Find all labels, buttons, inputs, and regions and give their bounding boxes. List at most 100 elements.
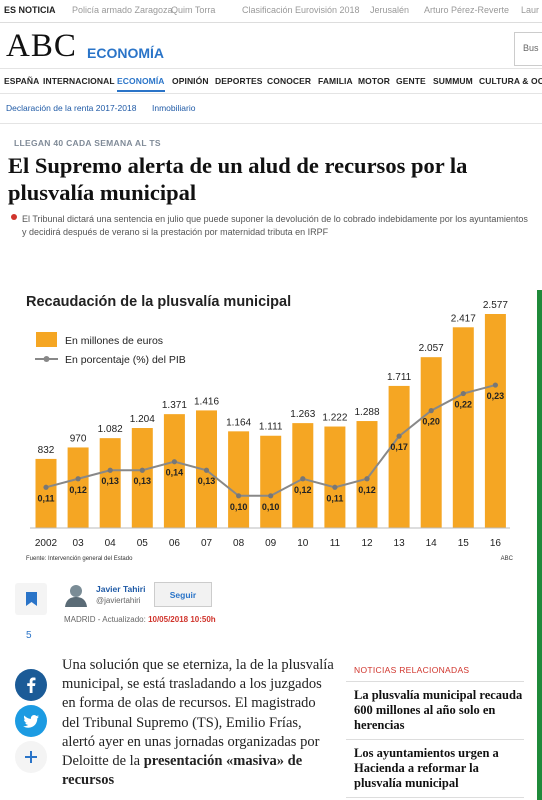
- nav-active-indicator: [117, 90, 165, 92]
- gdp-value-label: 0,12: [294, 485, 312, 495]
- subnav-item-inmobiliario[interactable]: Inmobiliario: [152, 103, 196, 113]
- gdp-value-label: 0,13: [134, 476, 152, 486]
- gdp-point: [107, 467, 113, 473]
- nav-item-conocer[interactable]: CONOCER: [267, 76, 312, 86]
- legend-label-line: En porcentaje (%) del PIB: [65, 354, 186, 366]
- nav-item-deportes[interactable]: DEPORTES: [215, 76, 263, 86]
- article-headline: El Supremo alerta de un alud de recursos…: [8, 153, 468, 205]
- related-link[interactable]: Los ayuntamientos urgen a Hacienda a ref…: [346, 740, 524, 798]
- x-tick-label: 03: [73, 538, 85, 549]
- bar-value-label: 2.577: [483, 300, 508, 311]
- bar-13: [388, 385, 410, 528]
- related-link[interactable]: La plusvalía municipal recauda 600 millo…: [346, 682, 524, 740]
- x-tick-label: 04: [105, 538, 117, 549]
- site-logo[interactable]: ABC: [6, 28, 77, 64]
- facebook-icon: [27, 677, 36, 693]
- bar-08: [228, 431, 250, 528]
- bar-09: [260, 435, 282, 528]
- gdp-point: [236, 493, 242, 499]
- legend-swatch-dot: [43, 356, 50, 362]
- x-tick-label: 16: [490, 538, 502, 549]
- trending-link[interactable]: Clasificación Eurovisión 2018: [242, 5, 360, 15]
- trending-link[interactable]: Policía armado Zaragoza: [72, 5, 173, 15]
- bar-value-label: 1.204: [130, 414, 155, 425]
- bar-value-label: 1.111: [259, 422, 283, 433]
- x-tick-label: 05: [137, 538, 149, 549]
- body-text: Una solución que se eterniza, la de la p…: [62, 657, 334, 770]
- avatar-icon[interactable]: [65, 583, 87, 607]
- twitter-share-button[interactable]: [15, 705, 47, 737]
- bar-value-label: 2.417: [451, 313, 476, 324]
- gdp-point: [492, 382, 498, 388]
- x-tick-label: 15: [458, 538, 470, 549]
- twitter-icon: [23, 714, 39, 728]
- nav-item-internacional[interactable]: INTERNACIONAL: [43, 76, 115, 86]
- author-handle[interactable]: @javiertahiri: [96, 596, 141, 605]
- more-share-button[interactable]: [15, 741, 47, 773]
- gdp-value-label: 0,13: [101, 476, 119, 486]
- plus-icon: [25, 751, 37, 763]
- right-rail-edge: [537, 290, 542, 800]
- x-tick-label: 10: [297, 538, 309, 549]
- gdp-value-label: 0,12: [358, 485, 376, 495]
- bar-value-label: 1.711: [387, 372, 412, 383]
- gdp-value-label: 0,12: [69, 485, 87, 495]
- revenue-chart: Recaudación de la plusvalía municipal En…: [14, 285, 524, 563]
- bar-value-label: 2.057: [419, 343, 444, 354]
- x-tick-label: 13: [394, 538, 406, 549]
- article-meta: MADRID - Actualizado: 10/05/2018 10:50h: [64, 615, 216, 624]
- subnav-item-renta[interactable]: Declaración de la renta 2017-2018: [6, 103, 137, 113]
- bar-value-label: 970: [70, 433, 87, 444]
- x-tick-layer: 2002 03 04 05 06 07 08 09 10 11 12 13 14 15 16: [35, 538, 502, 549]
- nav-item-opinion[interactable]: OPINIÓN: [172, 76, 209, 86]
- article-body: Una solución que se eterniza, la de la p…: [62, 656, 334, 790]
- nav-item-economia[interactable]: ECONOMÍA: [117, 76, 165, 86]
- chart-title: Recaudación de la plusvalía municipal: [26, 294, 291, 310]
- gdp-point: [171, 459, 177, 465]
- gdp-value-label: 0,11: [326, 493, 343, 503]
- line-layer: 0,11 0,12 0,13 0,13 0,14 0,13 0,10 0,10 0,12 0,11…: [37, 382, 504, 512]
- nav-item-cultura[interactable]: CULTURA & OC: [479, 76, 542, 86]
- nav-item-espana[interactable]: ESPAÑA: [4, 76, 40, 86]
- gdp-value-label: 0,14: [166, 468, 184, 478]
- bar-value-label: 832: [38, 445, 55, 456]
- trending-link[interactable]: Arturo Pérez-Reverte: [424, 5, 510, 15]
- gdp-value-label: 0,17: [390, 442, 408, 452]
- main-nav: ESPAÑA INTERNACIONAL ECONOMÍA OPINIÓN DE…: [0, 68, 542, 94]
- x-tick-label: 09: [265, 538, 277, 549]
- gdp-point: [139, 467, 145, 473]
- meta-updated: - Actualizado:: [97, 615, 146, 624]
- nav-item-gente[interactable]: GENTE: [396, 76, 426, 86]
- section-title[interactable]: ECONOMÍA: [87, 45, 164, 61]
- nav-item-familia[interactable]: FAMILIA: [318, 76, 353, 86]
- gdp-point: [203, 467, 210, 473]
- bars-layer: 832 970 1.082 1.204 1.371 1.416 1.164 1.111 1.26…: [35, 300, 508, 528]
- facebook-share-button[interactable]: [15, 669, 47, 701]
- gdp-value-label: 0,22: [455, 400, 473, 410]
- follow-button[interactable]: Seguir: [154, 582, 212, 607]
- bookmark-button[interactable]: [15, 583, 47, 615]
- bar-value-label: 1.371: [162, 400, 187, 411]
- bar-04: [99, 438, 121, 528]
- gdp-point: [396, 433, 402, 439]
- gdp-value-label: 0,10: [262, 502, 280, 512]
- bar-03: [67, 447, 89, 528]
- x-tick-label: 14: [426, 538, 438, 549]
- x-tick-label: 12: [361, 538, 373, 549]
- bar-value-label: 1.288: [354, 407, 379, 418]
- bar-value-label: 1.164: [226, 417, 251, 428]
- nav-item-motor[interactable]: MOTOR: [358, 76, 390, 86]
- author-name[interactable]: Javier Tahiri: [96, 584, 146, 594]
- trending-link[interactable]: Laur: [521, 5, 540, 15]
- body-bold-text: presentación «masiva» de recursos: [62, 753, 303, 789]
- search-input[interactable]: Bus: [514, 32, 542, 66]
- trending-link[interactable]: Quim Torra: [171, 5, 216, 15]
- chart-credit: ABC: [501, 556, 514, 562]
- gdp-point: [300, 476, 306, 482]
- bar-value-label: 1.082: [98, 424, 123, 435]
- nav-item-summum[interactable]: SUMMUM: [433, 76, 473, 86]
- trending-link[interactable]: Jerusalén: [370, 5, 410, 15]
- gdp-value-label: 0,13: [198, 476, 216, 486]
- bar-value-label: 1.416: [194, 396, 219, 407]
- gdp-point: [43, 484, 49, 490]
